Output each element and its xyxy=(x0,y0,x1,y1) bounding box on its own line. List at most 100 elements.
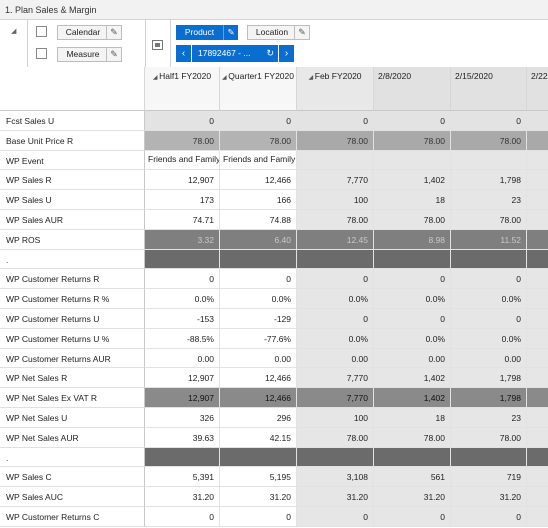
grid-cell[interactable]: 5,195 xyxy=(220,467,297,488)
grid-cell[interactable]: 12,907 xyxy=(145,368,220,389)
grid-cell[interactable]: -88.5% xyxy=(145,328,220,349)
grid-cell[interactable]: 74.71 xyxy=(145,210,220,230)
next-member-button[interactable]: › xyxy=(279,45,294,62)
grid-cell[interactable] xyxy=(527,170,548,191)
column-header[interactable]: 2/15/2020 xyxy=(451,67,527,111)
row-header[interactable]: . xyxy=(0,447,145,468)
row-header[interactable]: WP Customer Returns R xyxy=(0,269,145,290)
grid-cell[interactable]: 7,770 xyxy=(297,388,374,408)
column-header[interactable]: 2/8/2020 xyxy=(374,67,451,111)
grid-cell[interactable]: 78.00 xyxy=(451,130,527,151)
grid-cell[interactable] xyxy=(297,447,374,468)
grid-cell[interactable] xyxy=(527,309,548,329)
grid-cell[interactable]: 12,907 xyxy=(145,170,220,191)
grid-cell[interactable]: 31.20 xyxy=(220,487,297,507)
grid-cell[interactable]: 0.00 xyxy=(451,348,527,369)
grid-cell[interactable]: 0 xyxy=(451,309,527,329)
grid-cell[interactable]: 326 xyxy=(145,408,220,428)
grid-cell[interactable]: 1,798 xyxy=(451,170,527,191)
row-header[interactable]: . xyxy=(0,249,145,270)
product-member-selector[interactable]: 17892467 - ... ↻ xyxy=(192,45,278,62)
grid-cell[interactable] xyxy=(527,210,548,230)
grid-cell[interactable] xyxy=(527,190,548,210)
grid-cell[interactable] xyxy=(527,249,548,270)
row-header[interactable]: WP Sales R xyxy=(0,170,145,191)
grid-cell[interactable] xyxy=(527,348,548,369)
grid-cell[interactable] xyxy=(527,467,548,488)
grid-cell[interactable]: 78.00 xyxy=(297,130,374,151)
refresh-icon[interactable]: ↻ xyxy=(266,48,274,58)
grid-cell[interactable]: 78.00 xyxy=(451,427,527,448)
grid-cell[interactable] xyxy=(527,427,548,448)
grid-cell[interactable]: 0.0% xyxy=(374,289,451,309)
grid-cell[interactable]: 1,798 xyxy=(451,368,527,389)
row-header[interactable]: WP Net Sales Ex VAT R xyxy=(0,388,145,408)
grid-cell[interactable]: 1,402 xyxy=(374,368,451,389)
grid-cell[interactable]: 296 xyxy=(220,408,297,428)
grid-cell[interactable]: 173 xyxy=(145,190,220,210)
grid-cell[interactable]: -153 xyxy=(145,309,220,329)
grid-cell[interactable]: 0.0% xyxy=(297,289,374,309)
grid-cell[interactable] xyxy=(297,150,374,171)
grid-cell[interactable]: 7,770 xyxy=(297,368,374,389)
grid-cell[interactable] xyxy=(527,388,548,408)
grid-cell[interactable]: 0.00 xyxy=(145,348,220,369)
grid-cell[interactable]: 78.00 xyxy=(297,427,374,448)
column-header[interactable]: ◢ Feb FY2020 xyxy=(297,67,374,111)
grid-cell[interactable]: 561 xyxy=(374,467,451,488)
grid-cell[interactable]: 0.00 xyxy=(220,348,297,369)
grid-cell[interactable]: 78.00 xyxy=(374,427,451,448)
grid-cell[interactable]: 0.0% xyxy=(374,328,451,349)
row-header[interactable]: WP Net Sales R xyxy=(0,368,145,389)
grid-cell[interactable] xyxy=(527,447,548,468)
grid-cell[interactable]: 42.15 xyxy=(220,427,297,448)
pencil-icon[interactable]: ✎ xyxy=(294,26,309,39)
row-header[interactable]: WP Customer Returns R % xyxy=(0,289,145,309)
grid-cell[interactable]: 0 xyxy=(451,111,527,131)
row-header[interactable]: WP ROS xyxy=(0,229,145,250)
grid-cell[interactable]: 100 xyxy=(297,408,374,428)
grid-cell[interactable]: Friends and Family xyxy=(220,150,297,171)
grid-cell[interactable]: 23 xyxy=(451,190,527,210)
grid-cell[interactable]: 78.00 xyxy=(145,130,220,151)
grid-cell[interactable]: 3,108 xyxy=(297,467,374,488)
grid-cell[interactable] xyxy=(527,328,548,349)
grid-cell[interactable]: 0.0% xyxy=(145,289,220,309)
grid-cell[interactable]: 166 xyxy=(220,190,297,210)
grid-cell[interactable] xyxy=(527,408,548,428)
grid-cell[interactable]: 12,466 xyxy=(220,388,297,408)
column-header[interactable]: 2/22 xyxy=(527,67,548,111)
grid-cell[interactable] xyxy=(451,447,527,468)
grid-cell[interactable]: 0.0% xyxy=(297,328,374,349)
grid-cell[interactable]: -77.6% xyxy=(220,328,297,349)
pencil-icon[interactable]: ✎ xyxy=(106,48,121,61)
grid-cell[interactable]: -129 xyxy=(220,309,297,329)
grid-cell[interactable] xyxy=(145,447,220,468)
row-header[interactable]: WP Sales C xyxy=(0,467,145,488)
grid-cell[interactable]: 18 xyxy=(374,408,451,428)
grid-cell[interactable]: 100 xyxy=(297,190,374,210)
grid-cell[interactable]: 0 xyxy=(451,507,527,527)
grid-cell[interactable]: 12.45 xyxy=(297,229,374,250)
grid-cell[interactable]: 0 xyxy=(451,269,527,290)
column-header[interactable]: ◢ Quarter1 FY2020 xyxy=(220,67,297,111)
grid-cell[interactable] xyxy=(374,150,451,171)
grid-cell[interactable]: 39.63 xyxy=(145,427,220,448)
grid-cell[interactable]: 0.0% xyxy=(451,328,527,349)
grid-cell[interactable]: 0 xyxy=(145,111,220,131)
grid-cell[interactable]: 1,402 xyxy=(374,170,451,191)
grid-cell[interactable]: 74.88 xyxy=(220,210,297,230)
grid-cell[interactable]: 78.00 xyxy=(451,210,527,230)
grid-cell[interactable]: 5,391 xyxy=(145,467,220,488)
row-header[interactable]: WP Sales U xyxy=(0,190,145,210)
grid-cell[interactable]: 78.00 xyxy=(374,130,451,151)
pencil-icon[interactable]: ✎ xyxy=(106,26,121,39)
grid-cell[interactable]: 0.0% xyxy=(220,289,297,309)
grid-cell[interactable]: 31.20 xyxy=(145,487,220,507)
grid-cell[interactable] xyxy=(220,447,297,468)
grid-cell[interactable]: 0 xyxy=(297,309,374,329)
grid-cell[interactable] xyxy=(374,447,451,468)
grid-cell[interactable] xyxy=(374,249,451,270)
grid-cell[interactable] xyxy=(527,368,548,389)
grid-cell[interactable]: 1,798 xyxy=(451,388,527,408)
